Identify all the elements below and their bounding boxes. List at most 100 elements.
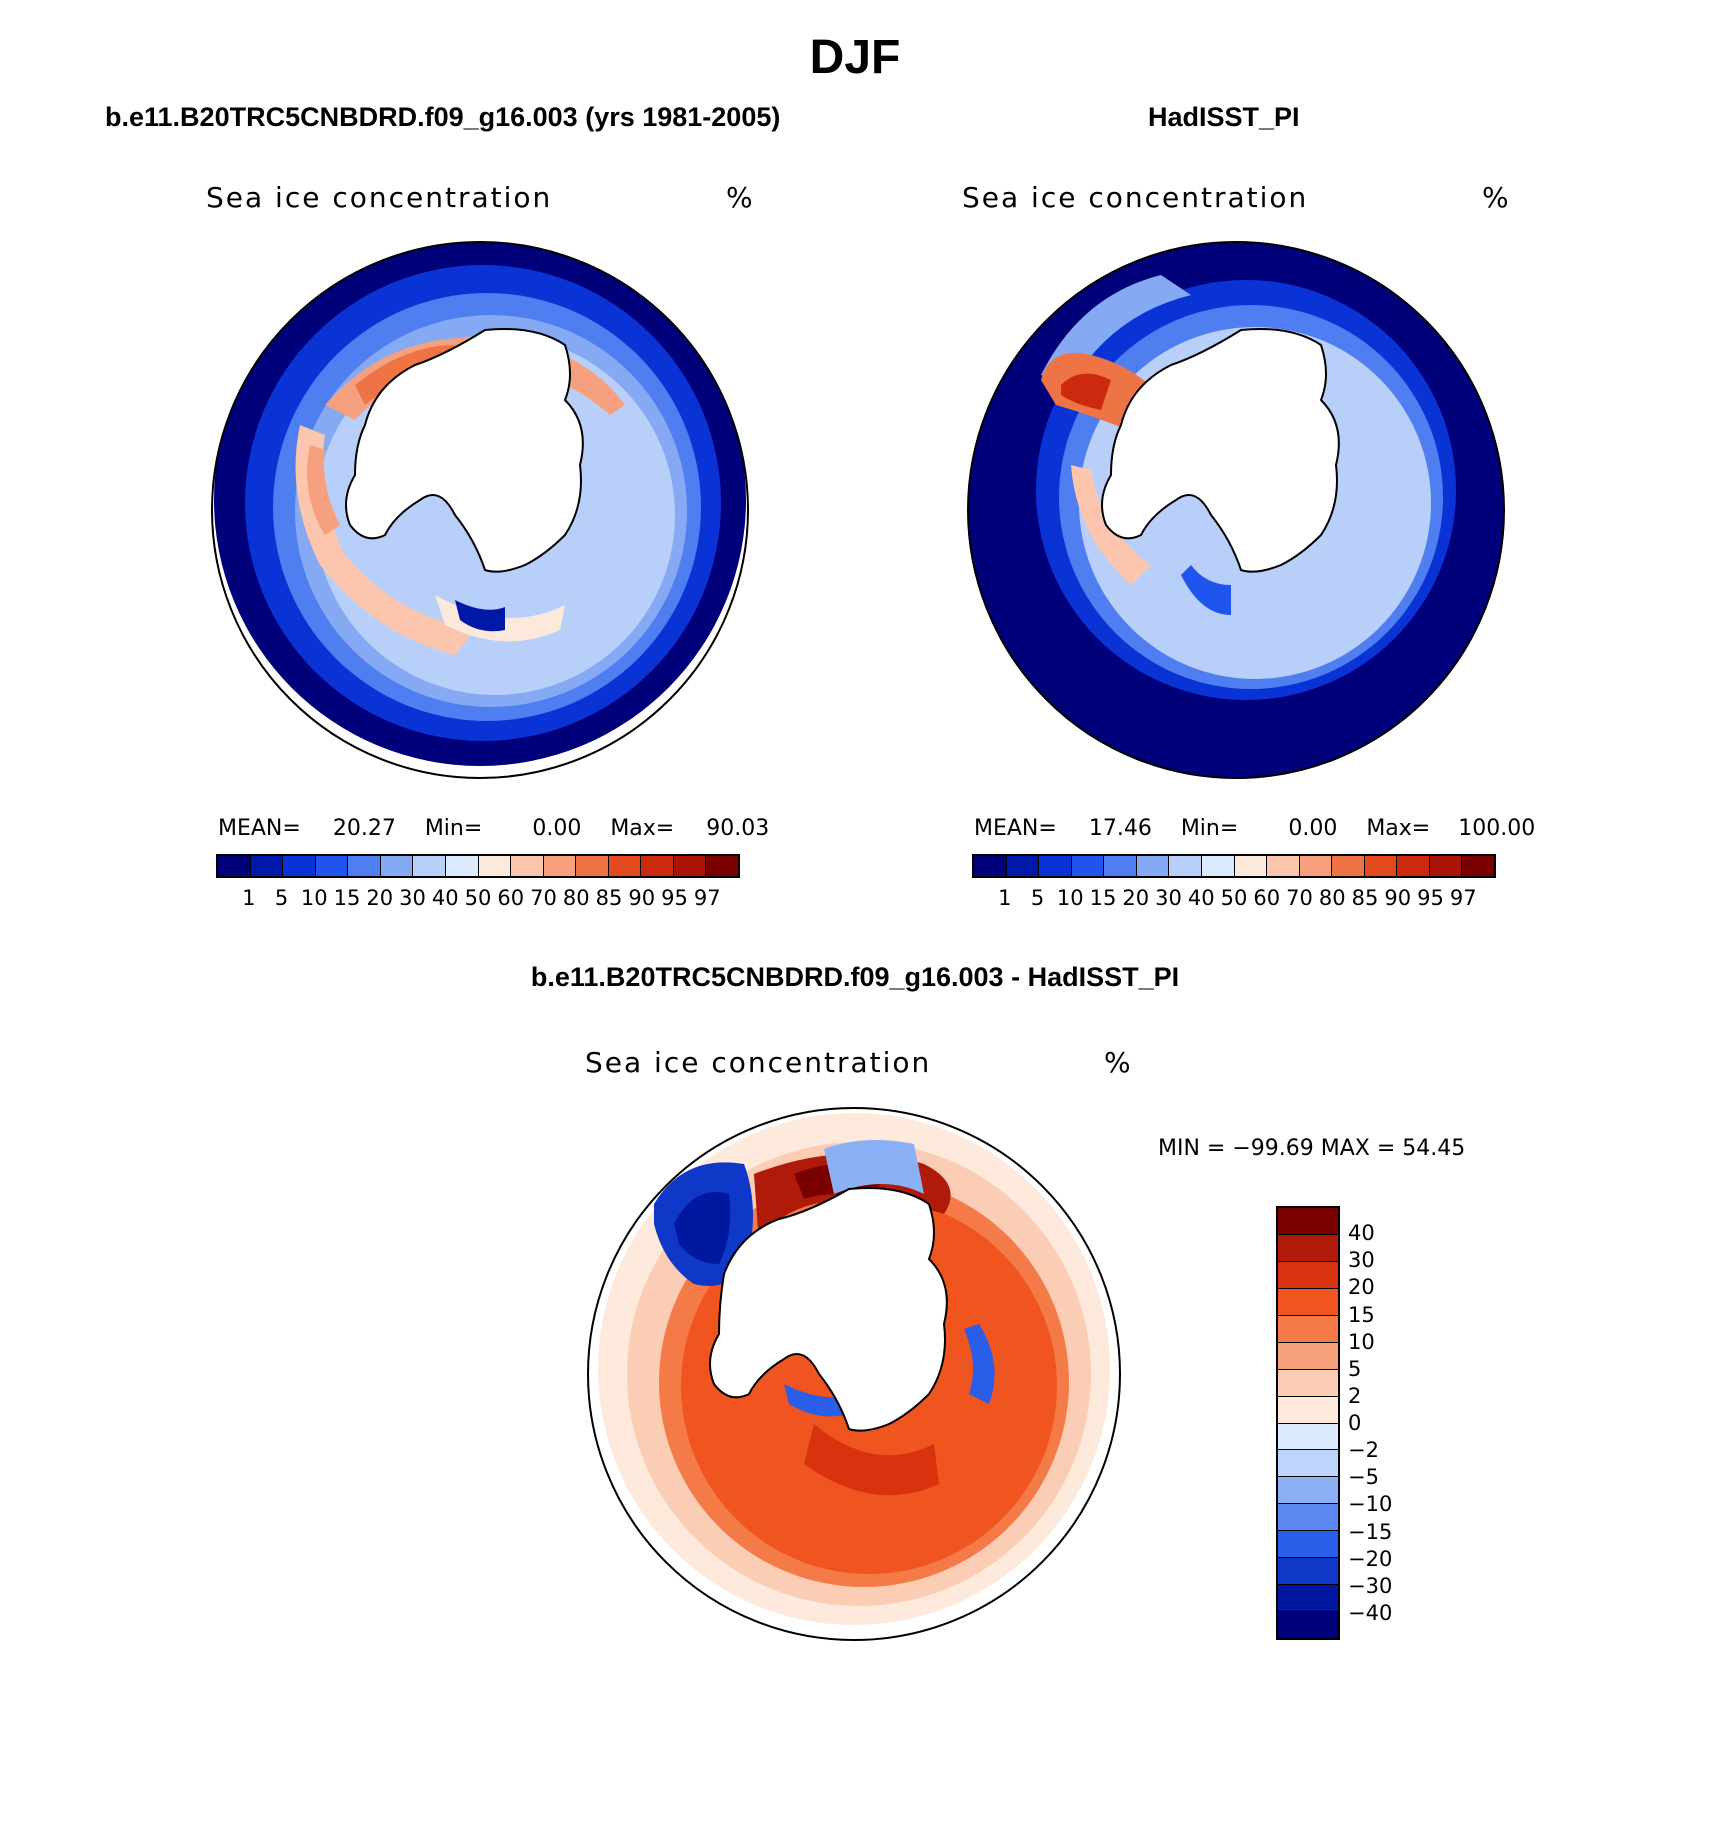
model-variable-title: Sea ice concentration	[206, 181, 553, 214]
model-antarctica-outline	[345, 328, 584, 573]
diff-colorbar-swatch-6	[1278, 1369, 1338, 1397]
model-colorbar-swatch-4	[348, 856, 381, 876]
diff-colorbar-tick-label: 10	[1348, 1329, 1375, 1354]
obs-colorbar-tick-label: 80	[1318, 886, 1346, 910]
obs-stats: MEAN= 17.46 Min= 0.00 Max= 100.00	[974, 816, 1535, 841]
diff-map-border	[587, 1107, 1121, 1641]
diff-colorbar-tick-label: 40	[1348, 1221, 1375, 1246]
model-polar-map	[211, 241, 749, 779]
obs-colorbar-tick-label: 10	[1056, 886, 1084, 910]
model-colorbar-tick-label: 85	[595, 886, 623, 910]
diff-colorbar-tick-label: −10	[1348, 1492, 1393, 1517]
model-colorbar-swatch-7	[445, 856, 479, 876]
obs-colorbar-tick-label: 40	[1187, 886, 1215, 910]
model-colorbar-swatch-0	[218, 856, 251, 876]
obs-colorbar-swatch-3	[1071, 856, 1105, 876]
panel-right-header: HadISST_PI	[1148, 102, 1300, 132]
model-colorbar-swatch-8	[478, 856, 512, 876]
obs-colorbar-tick-label: 20	[1122, 886, 1150, 910]
model-min-label: Min=	[424, 816, 483, 841]
model-min-value: 0.00	[532, 816, 582, 841]
model-colorbar-tick-label: 30	[399, 886, 426, 910]
obs-colorbar-tick-label: 70	[1286, 886, 1313, 910]
model-colorbar-tick-label: 5	[274, 886, 289, 910]
diff-colorbar-swatch-9	[1278, 1450, 1338, 1478]
diff-polar-map	[587, 1107, 1121, 1641]
obs-antarctica-outline	[1101, 328, 1340, 573]
obs-colorbar-swatch-12	[1364, 856, 1398, 876]
model-colorbar-swatch-6	[413, 856, 446, 876]
model-colorbar-tick-label: 1	[242, 886, 256, 910]
obs-polar-map	[967, 241, 1505, 779]
obs-colorbar-swatch-11	[1332, 856, 1365, 876]
obs-colorbar-swatch-2	[1039, 856, 1072, 876]
model-colorbar-swatch-3	[315, 856, 349, 876]
diff-colorbar-swatch-12	[1278, 1531, 1338, 1559]
model-mean-value: 20.27	[332, 816, 396, 841]
diff-colorbar-swatch-7	[1278, 1396, 1338, 1424]
diff-colorbar-swatch-1	[1278, 1234, 1338, 1262]
diff-antarctica-outline	[709, 1187, 948, 1432]
diff-range-text: MIN = −99.69 MAX = 54.45	[1158, 1136, 1466, 1161]
model-colorbar-tick-label: 95	[661, 886, 688, 910]
diff-units-label: %	[1104, 1046, 1131, 1079]
diff-colorbar-tick-label: 5	[1348, 1356, 1362, 1381]
diff-colorbar-tick-label: 2	[1348, 1383, 1362, 1408]
model-colorbar-tick-label: 50	[464, 886, 492, 910]
model-colorbar-swatch-5	[380, 856, 414, 876]
obs-colorbar-swatch-1	[1006, 856, 1040, 876]
obs-colorbar-swatch-14	[1429, 856, 1463, 876]
model-ross-core	[307, 445, 340, 535]
model-colorbar-tick-label: 80	[562, 886, 590, 910]
obs-units-label: %	[1482, 181, 1509, 214]
obs-colorbar-swatch-10	[1299, 856, 1333, 876]
obs-max-value: 100.00	[1458, 816, 1536, 841]
model-colorbar-tick-label: 10	[300, 886, 328, 910]
diff-colorbar-tick-label: −20	[1348, 1546, 1393, 1571]
model-low-patch	[455, 600, 505, 632]
obs-colorbar-tick-label: 90	[1384, 886, 1412, 910]
obs-colorbar-tick-label: 85	[1351, 886, 1379, 910]
model-colorbar-tick-label: 15	[333, 886, 361, 910]
panel-left-header: b.e11.B20TRC5CNBDRD.f09_g16.003 (yrs 198…	[105, 102, 781, 132]
diff-east-negative	[964, 1324, 995, 1404]
diff-colorbar-tick-label: 30	[1348, 1248, 1375, 1273]
diff-colorbar-tick-label: 15	[1348, 1302, 1375, 1327]
obs-colorbar-swatch-7	[1201, 856, 1235, 876]
model-colorbar	[216, 854, 740, 878]
model-colorbar-swatch-11	[576, 856, 609, 876]
model-stats: MEAN= 20.27 Min= 0.00 Max= 90.03	[218, 816, 769, 841]
model-colorbar-swatch-15	[706, 856, 738, 876]
obs-colorbar-tick-label: 15	[1089, 886, 1117, 910]
diff-colorbar-swatch-10	[1278, 1477, 1338, 1505]
diff-colorbar-swatch-5	[1278, 1342, 1338, 1370]
obs-low-patch	[1181, 565, 1231, 615]
diff-colorbar-tick-label: −2	[1348, 1438, 1379, 1463]
diff-colorbar-swatch-13	[1278, 1558, 1338, 1586]
model-colorbar-swatch-14	[673, 856, 707, 876]
obs-colorbar-swatch-15	[1462, 856, 1494, 876]
diff-colorbar	[1276, 1206, 1340, 1640]
diff-colorbar-swatch-8	[1278, 1423, 1338, 1451]
diff-colorbar-tick-label: 0	[1348, 1411, 1362, 1435]
model-colorbar-tick-label: 90	[628, 886, 656, 910]
model-mean-label: MEAN=	[218, 816, 301, 841]
model-colorbar-swatch-2	[283, 856, 316, 876]
model-max-value: 90.03	[706, 816, 770, 841]
diff-colorbar-swatch-15	[1278, 1612, 1338, 1638]
model-map-border	[211, 241, 749, 779]
diff-colorbar-swatch-0	[1278, 1208, 1338, 1235]
diff-colorbar-swatch-2	[1278, 1261, 1338, 1289]
obs-min-label: Min=	[1180, 816, 1239, 841]
obs-variable-title: Sea ice concentration	[962, 181, 1309, 214]
diff-colorbar-swatch-3	[1278, 1288, 1338, 1316]
obs-colorbar-tick-label: 60	[1253, 886, 1281, 910]
model-max-label: Max=	[610, 816, 675, 841]
model-colorbar-swatch-1	[250, 856, 284, 876]
model-colorbar-swatch-9	[511, 856, 544, 876]
obs-mean-value: 17.46	[1088, 816, 1152, 841]
obs-colorbar-swatch-6	[1169, 856, 1202, 876]
obs-colorbar-tick-label: 50	[1220, 886, 1248, 910]
obs-colorbar-swatch-0	[974, 856, 1007, 876]
obs-mean-label: MEAN=	[974, 816, 1057, 841]
